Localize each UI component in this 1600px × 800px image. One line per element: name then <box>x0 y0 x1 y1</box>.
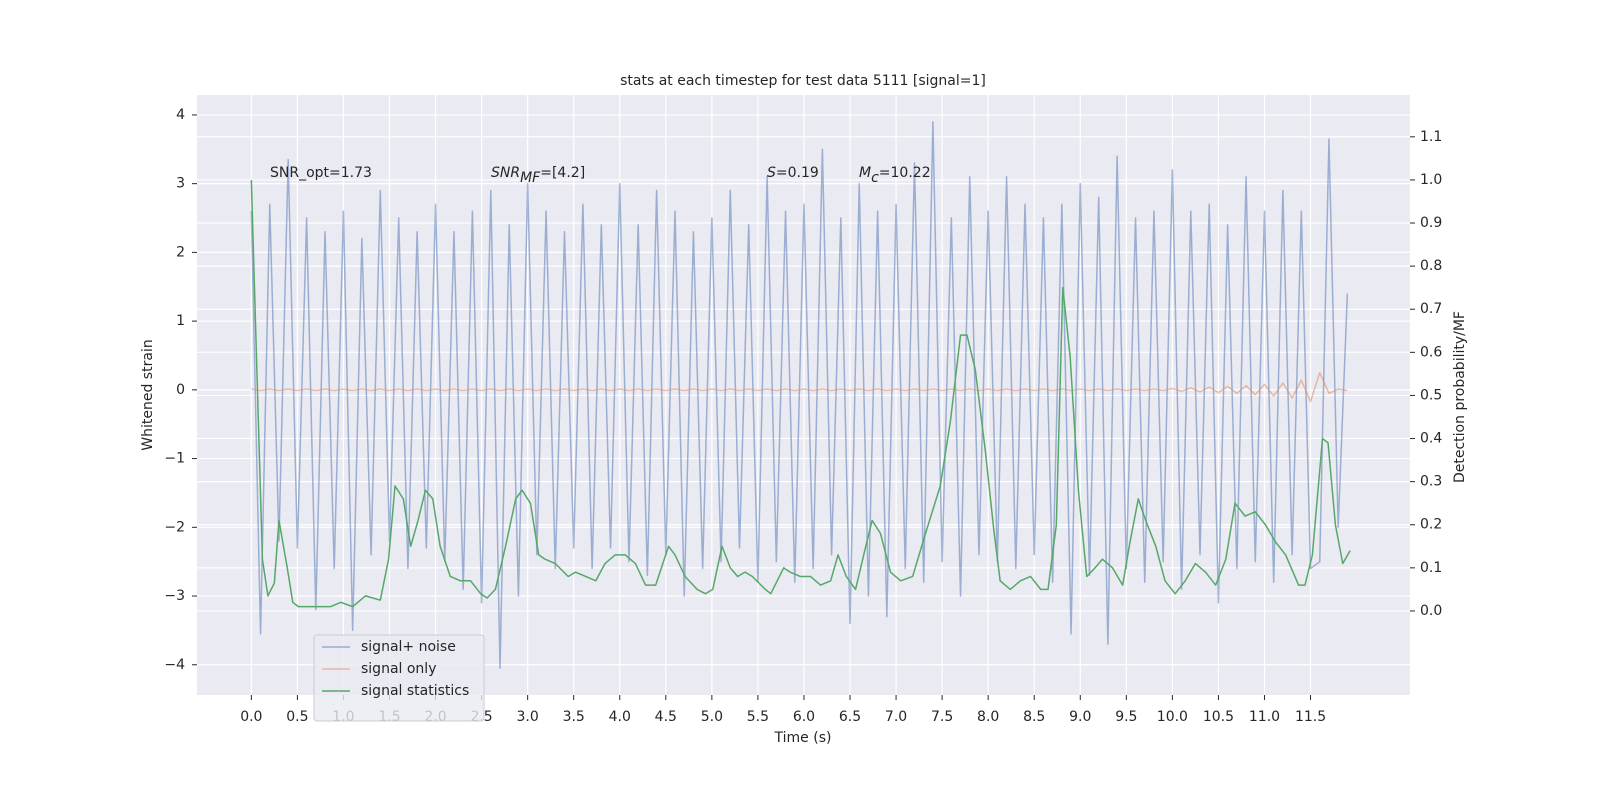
annotation: S=0.19 <box>767 165 819 181</box>
x-tick-label: 4.0 <box>609 709 631 725</box>
y-tick-label: −3 <box>164 588 185 604</box>
legend-label: signal statistics <box>361 683 469 699</box>
annotation-text: =0.19 <box>776 165 819 181</box>
x-tick-label: 7.5 <box>931 709 953 725</box>
y2-tick-label: 0.9 <box>1420 215 1442 231</box>
x-tick-label: 5.0 <box>701 709 723 725</box>
x-tick-label: 7.0 <box>885 709 907 725</box>
y2-tick-label: 0.7 <box>1420 301 1442 317</box>
y2-tick-label: 0.2 <box>1420 517 1442 533</box>
y-tick-label: 3 <box>176 176 185 192</box>
y-tick-label: −4 <box>164 657 185 673</box>
legend-box <box>313 634 485 722</box>
annotation-sub: MF <box>520 170 541 186</box>
y-tick-label: −2 <box>164 519 185 535</box>
y-axis-label: Whitened strain <box>140 339 156 450</box>
x-axis-label: Time (s) <box>774 730 832 746</box>
annotation-italic: M <box>859 165 871 181</box>
y2-tick-label: 0.4 <box>1420 431 1442 447</box>
y-tick-label: −1 <box>164 451 185 467</box>
y2-tick-label: 1.0 <box>1420 172 1442 188</box>
series-line <box>250 179 1351 608</box>
y2-tick-label: 1.1 <box>1420 129 1442 145</box>
annotation: SNRMF=[4.2] <box>491 165 585 186</box>
series-line <box>251 371 1348 403</box>
x-tick-label: 10.5 <box>1203 709 1234 725</box>
x-tick-label: 10.0 <box>1157 709 1188 725</box>
series-line <box>250 121 1349 669</box>
y2-tick-label: 0.6 <box>1420 344 1442 360</box>
x-tick-label: 8.0 <box>977 709 999 725</box>
x-tick-label: 3.0 <box>517 709 539 725</box>
y-tick-label: 4 <box>176 107 185 123</box>
annotation-text: =[4.2] <box>540 165 585 181</box>
legend-label: signal+ noise <box>361 639 456 655</box>
x-tick-label: 5.5 <box>747 709 769 725</box>
y2-tick-label: 0.1 <box>1420 560 1442 576</box>
x-tick-label: 8.5 <box>1023 709 1045 725</box>
legend-label: signal only <box>361 661 436 677</box>
x-tick-label: 9.0 <box>1069 709 1091 725</box>
annotation-italic: SNR <box>491 165 520 181</box>
x-tick-label: 11.5 <box>1295 709 1326 725</box>
chart-title: stats at each timestep for test data 511… <box>620 73 986 89</box>
x-tick-label: 11.0 <box>1249 709 1280 725</box>
x-tick-label: 3.5 <box>563 709 585 725</box>
y2-tick-label: 0.5 <box>1420 387 1442 403</box>
x-tick-label: 4.5 <box>655 709 677 725</box>
y-tick-label: 2 <box>176 244 185 260</box>
y-tick-label: 0 <box>176 382 185 398</box>
y2-tick-label: 0.3 <box>1420 474 1442 490</box>
y2-axis-label: Detection probability/MF <box>1452 311 1468 483</box>
x-tick-label: 9.5 <box>1115 709 1137 725</box>
x-tick-label: 0.5 <box>286 709 308 725</box>
annotation: Mc=10.22 <box>859 165 931 186</box>
annotation-sub: c <box>871 170 879 186</box>
x-tick-label: 6.5 <box>839 709 861 725</box>
annotation-text: =10.22 <box>879 165 931 181</box>
y2-tick-label: 0.0 <box>1420 603 1442 619</box>
y-tick-label: 1 <box>176 313 185 329</box>
x-tick-label: 0.0 <box>240 709 262 725</box>
x-tick-label: 6.0 <box>793 709 815 725</box>
y2-tick-label: 0.8 <box>1420 258 1442 274</box>
annotation-text: SNR_opt=1.73 <box>270 165 372 181</box>
annotation: SNR_opt=1.73 <box>270 165 372 181</box>
annotation-italic: S <box>767 165 776 181</box>
